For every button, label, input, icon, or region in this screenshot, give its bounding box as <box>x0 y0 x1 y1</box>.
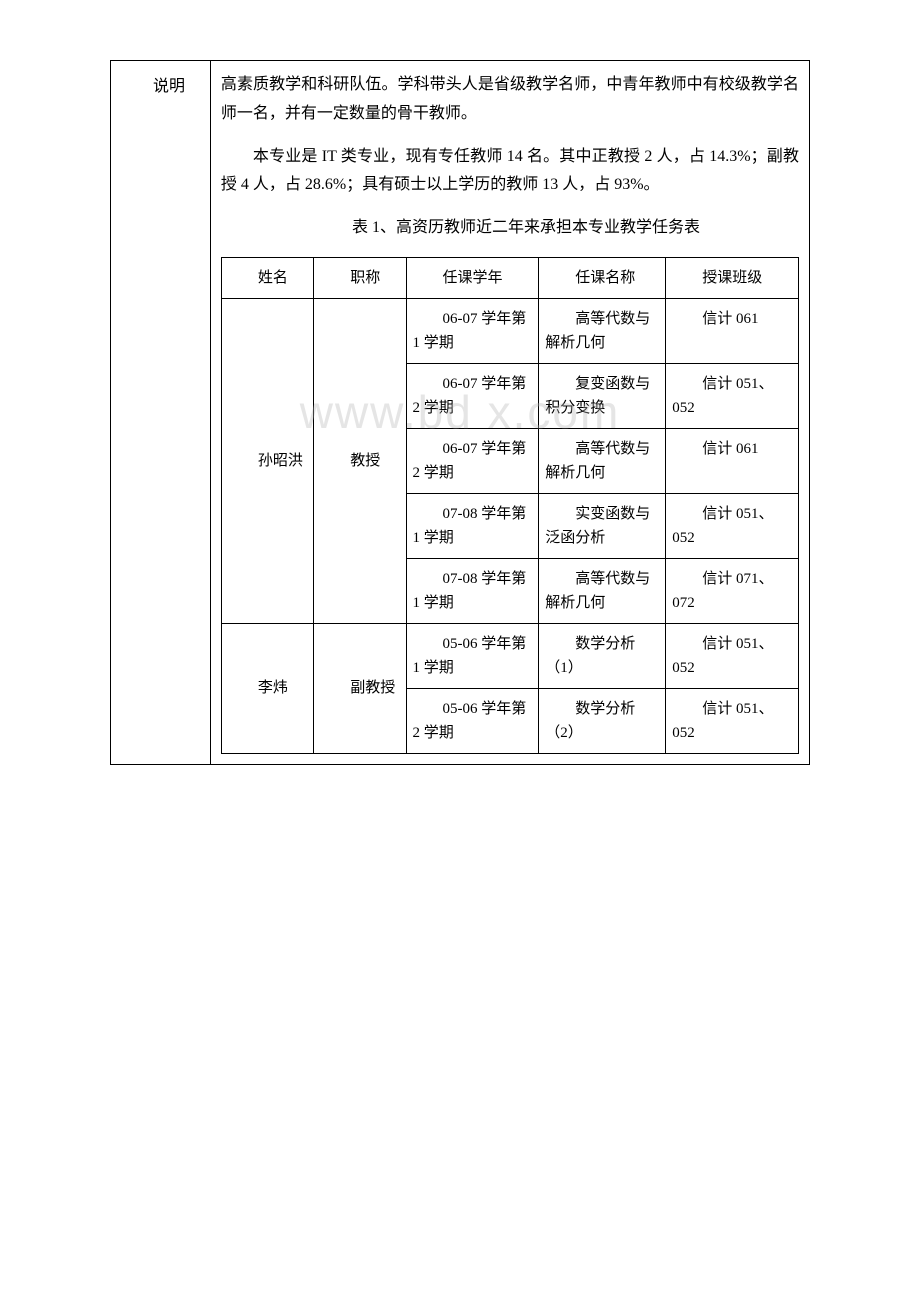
cell-course: 复变函数与积分变换 <box>539 363 666 428</box>
cell-class: 信计 051、052 <box>666 623 799 688</box>
cell-term: 06-07 学年第 2 学期 <box>406 428 539 493</box>
right-content-cell: 高素质教学和科研队伍。学科带头人是省级教学名师，中青年教师中有校级教学名师一名，… <box>210 61 809 765</box>
table-caption: 表 1、高资历教师近二年来承担本专业教学任务表 <box>221 214 799 243</box>
header-term: 任课学年 <box>406 257 539 298</box>
cell-term: 06-07 学年第 2 学期 <box>406 363 539 428</box>
teaching-task-table: 姓名 职称 任课学年 任课名称 授课班级 孙昭洪 教授 06-07 学年第 1 … <box>221 257 799 754</box>
header-name: 姓名 <box>221 257 313 298</box>
cell-title: 教授 <box>314 298 406 623</box>
table-header-row: 姓名 职称 任课学年 任课名称 授课班级 <box>221 257 798 298</box>
cell-term: 05-06 学年第 1 学期 <box>406 623 539 688</box>
table-row: 李炜 副教授 05-06 学年第 1 学期 数学分析（1） 信计 051、052 <box>221 623 798 688</box>
outer-layout-table: 说明 高素质教学和科研队伍。学科带头人是省级教学名师，中青年教师中有校级教学名师… <box>110 60 810 765</box>
header-course: 任课名称 <box>539 257 666 298</box>
left-label-cell: 说明 <box>111 61 211 765</box>
cell-term: 06-07 学年第 1 学期 <box>406 298 539 363</box>
cell-class: 信计 051、052 <box>666 688 799 753</box>
cell-class: 信计 061 <box>666 298 799 363</box>
header-class: 授课班级 <box>666 257 799 298</box>
cell-name: 孙昭洪 <box>221 298 313 623</box>
content-wrapper: www.bd x.com 说明 高素质教学和科研队伍。学科带头人是省级教学名师，… <box>110 60 810 765</box>
cell-course: 高等代数与解析几何 <box>539 428 666 493</box>
cell-class: 信计 051、052 <box>666 363 799 428</box>
cell-course: 实变函数与泛函分析 <box>539 493 666 558</box>
cell-course: 数学分析（1） <box>539 623 666 688</box>
cell-title: 副教授 <box>314 623 406 753</box>
cell-course: 高等代数与解析几何 <box>539 558 666 623</box>
section-label: 说明 <box>121 71 200 103</box>
cell-term: 07-08 学年第 1 学期 <box>406 493 539 558</box>
cell-class: 信计 061 <box>666 428 799 493</box>
cell-class: 信计 071、072 <box>666 558 799 623</box>
outer-row: 说明 高素质教学和科研队伍。学科带头人是省级教学名师，中青年教师中有校级教学名师… <box>111 61 810 765</box>
cell-term: 07-08 学年第 1 学期 <box>406 558 539 623</box>
paragraph-1: 高素质教学和科研队伍。学科带头人是省级教学名师，中青年教师中有校级教学名师一名，… <box>221 71 799 129</box>
page-container: www.bd x.com 说明 高素质教学和科研队伍。学科带头人是省级教学名师，… <box>0 60 920 765</box>
header-title: 职称 <box>314 257 406 298</box>
paragraph-2: 本专业是 IT 类专业，现有专任教师 14 名。其中正教授 2 人，占 14.3… <box>221 143 799 201</box>
cell-course: 高等代数与解析几何 <box>539 298 666 363</box>
label-text: 说明 <box>121 71 200 103</box>
table-row: 孙昭洪 教授 06-07 学年第 1 学期 高等代数与解析几何 信计 061 <box>221 298 798 363</box>
cell-class: 信计 051、052 <box>666 493 799 558</box>
cell-name: 李炜 <box>221 623 313 753</box>
cell-term: 05-06 学年第 2 学期 <box>406 688 539 753</box>
cell-course: 数学分析（2） <box>539 688 666 753</box>
